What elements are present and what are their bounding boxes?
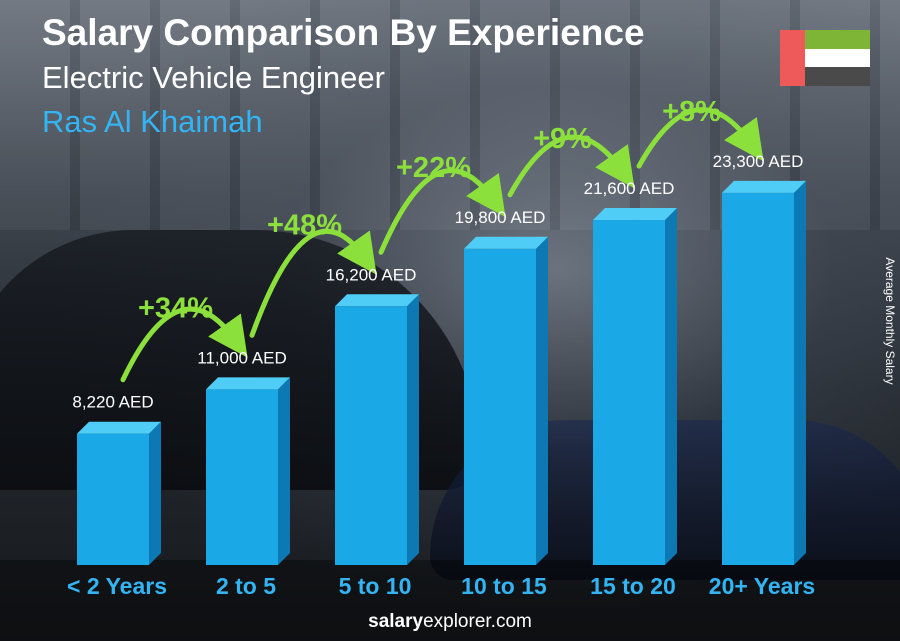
bar-front	[464, 248, 536, 565]
bar-front	[206, 389, 278, 565]
bar-side	[149, 421, 161, 565]
footer-brand-bold: salary	[368, 611, 424, 632]
bar-top	[206, 377, 290, 390]
y-axis-label: Average Monthly Salary	[883, 257, 897, 385]
increase-arrow-path	[249, 228, 377, 338]
value-label: 11,000 AED	[197, 348, 286, 367]
bar-top	[722, 180, 806, 193]
uae-flag-icon	[780, 30, 870, 86]
bar-front	[77, 433, 149, 565]
bar-top	[335, 294, 419, 307]
category-label: 10 to 15	[461, 573, 547, 599]
increase-label: +48%	[267, 209, 342, 241]
increase-label: +34%	[138, 292, 213, 324]
location-label: Ras Al Khaimah	[42, 104, 263, 139]
bar-top	[593, 208, 677, 221]
value-label: 23,300 AED	[713, 152, 804, 171]
increase-label: +22%	[396, 152, 471, 184]
bar-side	[794, 180, 806, 566]
bar-4	[464, 236, 548, 565]
increase-arrow-path	[507, 134, 635, 198]
category-label: 15 to 20	[590, 573, 676, 599]
bar-side	[407, 294, 419, 565]
bar-top	[464, 236, 548, 249]
increase-arrow-2: +48%	[249, 209, 377, 338]
background-floor	[0, 560, 900, 641]
increase-arrow-path	[636, 107, 764, 169]
bar-1	[77, 421, 161, 565]
category-label: 5 to 10	[339, 573, 412, 599]
bar-front	[593, 220, 665, 565]
increase-label: +8%	[662, 96, 721, 128]
value-label: 19,800 AED	[455, 208, 546, 227]
job-title: Electric Vehicle Engineer	[42, 60, 385, 95]
increase-arrow-5: +8%	[636, 96, 764, 169]
increase-arrow-path	[378, 168, 506, 255]
bar-side	[665, 208, 677, 565]
bar-side	[278, 377, 290, 565]
bar-6	[722, 180, 806, 566]
chart-title: Salary Comparison By Experience	[42, 12, 645, 53]
increase-arrow-4: +9%	[507, 123, 635, 198]
category-label: 20+ Years	[709, 573, 815, 599]
category-label: < 2 Years	[67, 573, 167, 599]
bar-5	[593, 208, 677, 565]
bar-front	[722, 192, 794, 566]
bar-front	[335, 306, 407, 565]
value-label: 16,200 AED	[326, 265, 417, 284]
bar-2	[206, 377, 290, 565]
category-label: 2 to 5	[216, 573, 276, 599]
increase-arrow-1: +34%	[120, 292, 248, 383]
increase-arrow-path	[120, 306, 248, 383]
footer-brand[interactable]: salaryexplorer.com	[0, 611, 900, 633]
increase-arrow-3: +22%	[378, 152, 506, 255]
value-label: 8,220 AED	[72, 393, 153, 412]
footer-brand-rest: explorer.com	[423, 611, 532, 632]
bar-top	[77, 421, 161, 434]
bar-3	[335, 294, 419, 565]
increase-label: +9%	[533, 123, 592, 155]
value-label: 21,600 AED	[584, 179, 675, 198]
bar-side	[536, 236, 548, 565]
